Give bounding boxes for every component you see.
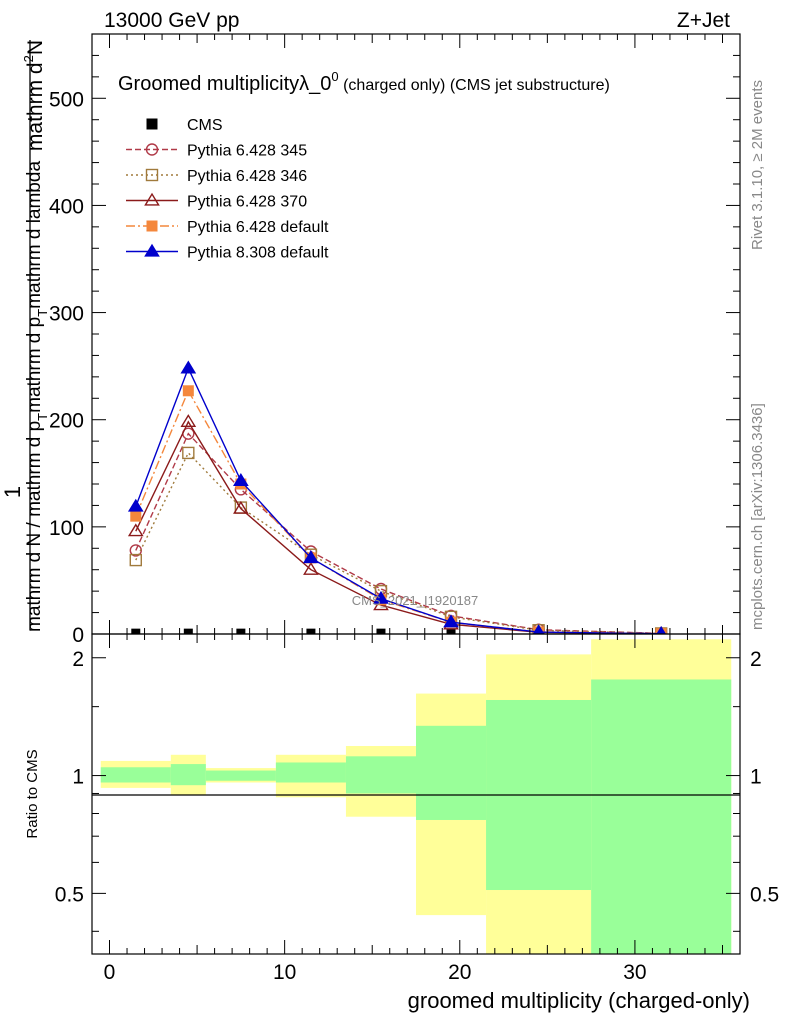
- series-5-point-4: [373, 590, 389, 604]
- legend-entry-2: Pythia 6.428 346: [126, 168, 307, 185]
- legend-marker-1: [145, 143, 159, 156]
- ratio-stat-band-bin-4: [345, 756, 416, 794]
- legend-marker-4: [146, 220, 158, 232]
- legend-label-5: Pythia 8.308 default: [187, 245, 329, 262]
- main-series-group: [127, 360, 668, 634]
- ylabel-denominator: mathrm d N / mathrm d pTmathrm d pTmathr…: [24, 161, 50, 632]
- series-5-point-5: [443, 614, 459, 628]
- ratio-stat-band-bin-2: [205, 770, 276, 781]
- ylabel-den-b: mathrm d p: [24, 317, 45, 413]
- ylabel-num-tail: N: [24, 40, 47, 55]
- series-0-point-1: [183, 628, 193, 634]
- series-0-point-0: [131, 628, 141, 634]
- legend-entry-1: Pythia 6.428 345: [126, 143, 307, 160]
- series-5: [127, 360, 667, 634]
- legend-entry-3: Pythia 6.428 370: [126, 192, 307, 211]
- legend: CMS Pythia 6.428 345 Pythia 6.428 346 Pythi…: [126, 117, 329, 262]
- main-y-axis-label: 1 mathrm d2N mathrm d N / mathrm d pTmat…: [0, 40, 50, 632]
- legend-entry-4: Pythia 6.428 default: [126, 219, 329, 236]
- series-4-point-1: [182, 385, 194, 397]
- series-2-line: [135, 451, 662, 634]
- x-tick-label-1: 10: [273, 961, 296, 984]
- rivet-version-note: Rivet 3.1.10, ≥ 2M events: [749, 80, 766, 250]
- legend-label-1: Pythia 6.428 345: [187, 143, 307, 160]
- ratio-y-axis-label: Ratio to CMS: [24, 749, 41, 838]
- ratio-tick-label-left-1: 1: [72, 766, 84, 789]
- series-0-point-4: [376, 628, 386, 634]
- ratio-bands: [100, 639, 732, 954]
- mcplots-note: mcplots.cern.ch [arXiv:1306.3436]: [749, 403, 766, 630]
- ratio-stat-band-bin-5: [416, 725, 487, 820]
- ylabel-num-main: mathrm d: [24, 62, 47, 151]
- x-tick-label-2: 20: [448, 961, 471, 984]
- legend-label-2: Pythia 6.428 346: [187, 168, 307, 185]
- series-3-point-2: [233, 500, 249, 514]
- ylabel-one: 1: [0, 486, 25, 498]
- plot-title-suffix: (charged only) (CMS jet substructure): [339, 77, 610, 94]
- legend-marker-5: [144, 243, 160, 257]
- y-tick-label-0: 0: [72, 624, 84, 647]
- series-0-point-3: [306, 628, 316, 634]
- ratio-frame: [91, 633, 741, 955]
- ylabel-den-sub2: T: [35, 309, 50, 317]
- series-4-point-0: [130, 510, 142, 522]
- ylabel-numerator: mathrm d2N: [21, 40, 47, 151]
- series-5-point-3: [303, 550, 319, 564]
- analysis-watermark: CMS_2021_I1920187: [352, 593, 479, 608]
- legend-label-3: Pythia 6.428 370: [187, 194, 307, 211]
- legend-entry-5: Pythia 8.308 default: [126, 243, 329, 262]
- ratio-stat-band-bin-3: [275, 762, 346, 783]
- y-tick-label-1: 100: [49, 517, 84, 540]
- analysis-label: Z+Jet: [677, 9, 730, 32]
- series-5-line: [135, 366, 662, 634]
- legend-marker-0: [146, 118, 158, 130]
- series-3-point-1: [180, 414, 197, 428]
- series-3-point-0: [127, 523, 144, 537]
- series-5-point-1: [180, 360, 197, 374]
- ratio-tick-label-right-0: 0.5: [750, 883, 779, 906]
- series-5-point-2: [233, 473, 249, 486]
- y-tick-label-5: 500: [49, 88, 84, 111]
- x-tick-label-3: 30: [623, 961, 646, 984]
- series-3-point-3: [303, 561, 319, 575]
- y-tick-label-2: 200: [49, 410, 84, 433]
- ratio-tick-label-right-1: 1: [750, 766, 762, 789]
- series-0-point-2: [236, 628, 246, 634]
- series-5-point-0: [127, 498, 144, 512]
- process-label: 13000 GeV pp: [104, 9, 239, 32]
- legend-entry-0: CMS: [146, 117, 223, 134]
- ratio-tick-label-right-2: 2: [750, 648, 762, 671]
- ylabel-num-sup: 2: [21, 55, 36, 62]
- series-5-point-7: [656, 625, 667, 634]
- series-0-point-5: [446, 628, 456, 634]
- ratio-stat-band-bin-7: [591, 679, 732, 954]
- ratio-tick-label-left-0: 0.5: [55, 883, 84, 906]
- x-tick-label-0: 0: [104, 961, 116, 984]
- ylabel-den-a: mathrm d N / mathrm d p: [24, 421, 45, 632]
- legend-label-0: CMS: [187, 117, 223, 134]
- ratio-tick-label-left-2: 2: [72, 648, 84, 671]
- series-2-point-0: [129, 553, 142, 567]
- legend-marker-3: [144, 192, 160, 206]
- ratio-stat-band-bin-1: [170, 764, 206, 786]
- ratio-stat-band-bin-0: [100, 767, 171, 783]
- legend-label-4: Pythia 6.428 default: [187, 219, 329, 236]
- ylabel-den-sub1: T: [35, 413, 50, 421]
- x-axis-label: groomed multiplicity (charged-only): [408, 988, 750, 1013]
- y-tick-label-4: 400: [49, 195, 84, 218]
- series-5-point-6: [532, 624, 545, 634]
- series-2-point-1: [182, 446, 195, 460]
- legend-marker-2: [145, 168, 159, 182]
- plot-title-main: Groomed multiplicityλ_0: [118, 73, 331, 95]
- ylabel-den-c: mathrm d lambda: [24, 161, 45, 309]
- y-tick-label-3: 300: [49, 303, 84, 326]
- plot-title: Groomed multiplicityλ_00 (charged only) …: [118, 69, 610, 95]
- plot-title-sup: 0: [331, 69, 338, 84]
